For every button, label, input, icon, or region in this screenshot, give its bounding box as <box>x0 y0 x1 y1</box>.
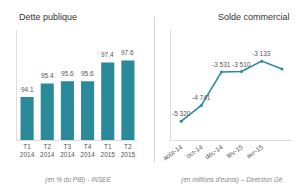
svg-text:avr-15: avr-15 <box>245 143 264 160</box>
svg-text:T12015: T12015 <box>101 143 116 158</box>
svg-text:(en millions d'euros) – Direct: (en millions d'euros) – Direction Gé <box>181 176 283 184</box>
svg-text:T32014: T32014 <box>60 143 75 158</box>
svg-text:-5 320: -5 320 <box>172 110 191 117</box>
svg-text:-3 531: -3 531 <box>212 61 231 68</box>
svg-text:95.6: 95.6 <box>81 70 94 77</box>
svg-text:95.4: 95.4 <box>41 72 54 79</box>
svg-text:95.6: 95.6 <box>61 70 74 77</box>
svg-text:T42014: T42014 <box>80 143 95 158</box>
svg-text:(en % du PIB) - INSEE: (en % du PIB) - INSEE <box>45 176 111 184</box>
svg-text:Dette publique: Dette publique <box>19 12 77 22</box>
svg-text:T22015: T22015 <box>121 143 136 158</box>
svg-text:T12014: T12014 <box>20 143 35 158</box>
svg-text:94.1: 94.1 <box>21 86 34 93</box>
svg-text:T22014: T22014 <box>40 143 55 158</box>
svg-text:97.6: 97.6 <box>121 49 134 56</box>
svg-text:déc-14: déc-14 <box>204 143 225 160</box>
svg-text:-3 510: -3 510 <box>232 61 251 68</box>
svg-text:fév-15: fév-15 <box>225 143 244 159</box>
svg-text:oct-14: oct-14 <box>185 143 204 159</box>
svg-text:août-14: août-14 <box>161 143 183 162</box>
svg-text:97.4: 97.4 <box>101 51 114 58</box>
svg-text:-3 133: -3 133 <box>252 50 271 57</box>
svg-text:Solde commercial: Solde commercial <box>218 12 290 22</box>
svg-text:-4 741: -4 741 <box>192 94 211 101</box>
